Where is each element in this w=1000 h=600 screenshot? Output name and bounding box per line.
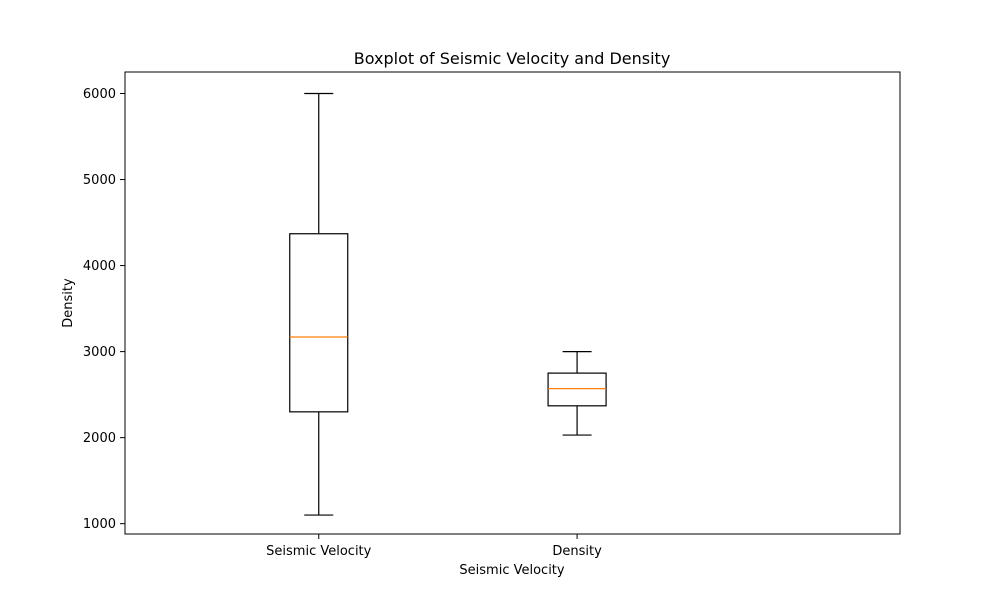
y-tick-label: 5000 [83,173,116,188]
chart-title: Boxplot of Seismic Velocity and Density [354,49,671,68]
box-1 [547,351,607,436]
y-tick-label: 3000 [83,345,116,360]
y-tick-label: 6000 [83,87,116,102]
x-tick-label: Density [552,544,602,559]
y-tick-label: 4000 [83,259,116,274]
y-axis-label: Density [61,278,76,328]
box-iqr [547,372,607,407]
y-axis: 1000 2000 3000 4000 5000 6000 [83,87,125,532]
x-axis-label: Seismic Velocity [459,563,564,578]
y-tick-label: 2000 [83,431,116,446]
box-iqr [289,233,349,413]
x-tick-label: Seismic Velocity [266,544,371,559]
box-0 [289,92,349,516]
plot-area [124,71,901,535]
boxes [289,92,607,516]
x-axis: Seismic Velocity Density [266,534,602,559]
y-tick-label: 1000 [83,517,116,532]
